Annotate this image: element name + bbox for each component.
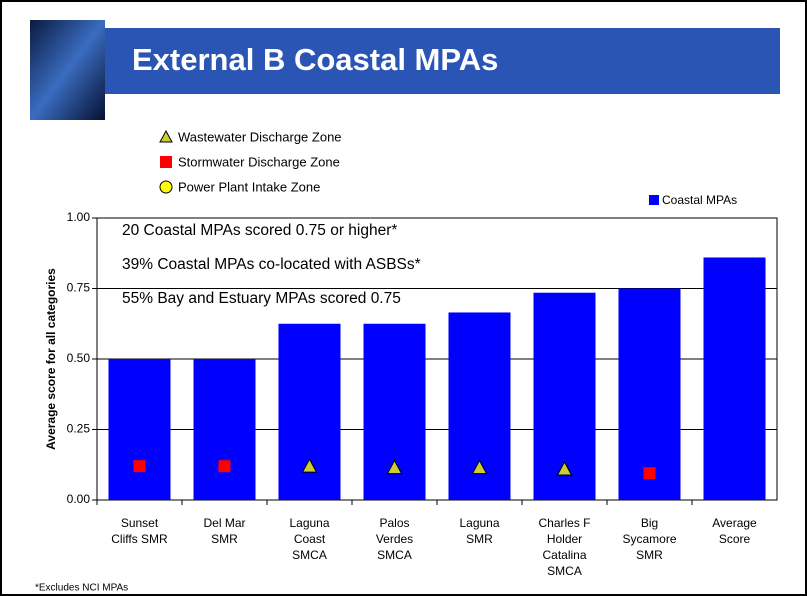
title-bar — [105, 28, 780, 94]
annotation: 55% Bay and Estuary MPAs scored 0.75 — [122, 290, 401, 307]
marker — [643, 467, 656, 480]
x-tick-label-line: SMR — [466, 532, 493, 546]
x-tick-label-line: Laguna — [289, 516, 329, 530]
x-tick-label: Del Mar SMR — [203, 516, 245, 546]
slide-title: External B Coastal MPAs — [132, 42, 498, 77]
annotation: 20 Coastal MPAs scored 0.75 or higher* — [122, 222, 397, 239]
x-tick-label-line: SMR — [636, 548, 663, 562]
y-tick-label: 0.75 — [67, 281, 91, 295]
legend-label: Wastewater Discharge Zone — [178, 129, 342, 144]
footnote: *Excludes NCI MPAs — [35, 583, 128, 594]
legend-swatch — [160, 156, 172, 168]
x-tick-label: Palos Verdes SMCA — [376, 516, 413, 562]
bar — [193, 359, 256, 500]
x-tick-label-line: SMCA — [292, 548, 327, 562]
bar — [278, 323, 341, 500]
x-tick-label-line: Catalina — [542, 548, 586, 562]
bar — [618, 288, 681, 500]
x-tick-label-line: Laguna — [459, 516, 499, 530]
marker — [556, 460, 573, 476]
x-tick-label-line: SMCA — [377, 548, 412, 562]
x-tick-label: Laguna Coast SMCA — [289, 516, 329, 562]
x-tick-label-line: Coast — [294, 532, 326, 546]
legend-swatch — [649, 195, 659, 205]
x-tick-label: Big Sycamore SMR — [622, 516, 676, 562]
marker — [471, 459, 488, 475]
x-tick-label-line: Holder — [547, 532, 582, 546]
x-tick-label-line: Average — [712, 516, 757, 530]
x-tick-label: Sunset Cliffs SMR — [111, 516, 168, 546]
y-axis-label: Average score for all categories — [44, 268, 58, 450]
x-tick-label-line: Big — [641, 516, 658, 530]
marker — [133, 460, 146, 473]
x-tick-label-line: Palos — [379, 516, 409, 530]
y-tick-label: 1.00 — [67, 210, 91, 224]
x-tick-label: Average Score — [712, 516, 757, 546]
x-tick-label-line: Charles F — [538, 516, 590, 530]
x-tick-label-line: Verdes — [376, 532, 413, 546]
annotation: 39% Coastal MPAs co-located with ASBSs* — [122, 256, 421, 273]
title-image — [30, 20, 105, 120]
x-tick-label-line: Sunset — [121, 516, 159, 530]
bar — [703, 257, 766, 500]
y-tick-label: 0.50 — [67, 351, 91, 365]
x-tick-label-line: SMCA — [547, 564, 582, 578]
x-tick-label-line: Del Mar — [203, 516, 245, 530]
x-tick-label-line: Score — [719, 532, 751, 546]
x-tick-label-line: Cliffs SMR — [111, 532, 168, 546]
y-tick-label: 0.25 — [67, 422, 91, 436]
legend-swatch — [159, 180, 173, 194]
x-tick-label-line: SMR — [211, 532, 238, 546]
y-tick-label: 0.00 — [67, 492, 91, 506]
marker — [218, 460, 231, 473]
x-tick-label-line: Sycamore — [622, 532, 676, 546]
legend-label: Power Plant Intake Zone — [178, 179, 320, 194]
marker — [386, 459, 403, 475]
marker — [301, 458, 318, 473]
legend-label: Stormwater Discharge Zone — [178, 154, 340, 169]
bar — [108, 359, 171, 500]
x-tick-label: Laguna SMR — [459, 516, 499, 546]
legend-swatch — [159, 129, 173, 143]
legend-label: Coastal MPAs — [662, 193, 737, 207]
x-tick-label: Charles F Holder Catalina SMCA — [538, 516, 590, 578]
